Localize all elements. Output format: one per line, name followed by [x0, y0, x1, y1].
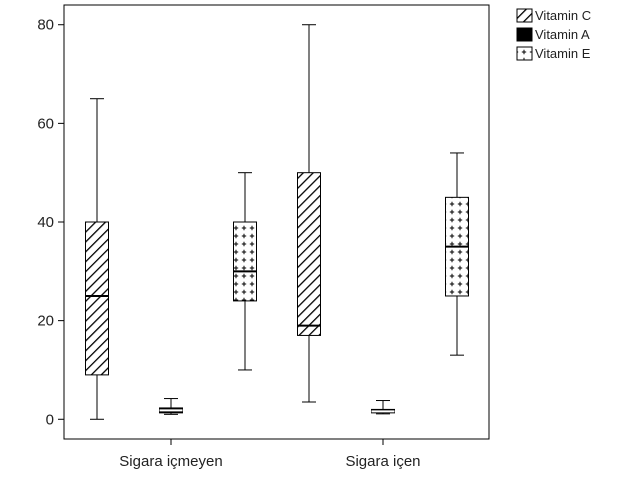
box-vitamin-e — [233, 172, 257, 371]
legend-label: Vitamin A — [535, 27, 590, 42]
legend: Vitamin C Vitamin A Vitamin E — [516, 8, 591, 61]
box-vitamin-c — [297, 24, 321, 403]
y-tick-label: 20 — [37, 313, 54, 330]
box-vitamin-a — [371, 400, 395, 415]
y-tick-label: 40 — [37, 214, 54, 231]
box-vitamin-c — [85, 98, 109, 420]
y-axis: 0 20 40 60 80 — [37, 17, 64, 428]
box-iqr — [297, 172, 321, 336]
x-axis: Sigara içmeyen Sigara içen — [119, 439, 421, 470]
y-tick-label: 80 — [37, 17, 54, 34]
box-iqr — [85, 221, 109, 376]
box-vitamin-e — [445, 152, 469, 356]
legend-swatch — [516, 8, 533, 23]
legend-label: Vitamin C — [535, 8, 591, 23]
box-iqr — [233, 221, 257, 302]
plot-frame — [63, 4, 490, 440]
legend-swatch — [516, 46, 533, 61]
legend-label: Vitamin E — [535, 46, 591, 61]
x-category-label: Sigara içmeyen — [119, 453, 222, 470]
x-category-label: Sigara içen — [345, 453, 420, 470]
y-tick-label: 60 — [37, 115, 54, 132]
legend-swatch — [516, 27, 533, 42]
box-vitamin-a — [159, 398, 183, 415]
box-series-group — [85, 24, 469, 420]
y-tick-label: 0 — [46, 411, 54, 428]
